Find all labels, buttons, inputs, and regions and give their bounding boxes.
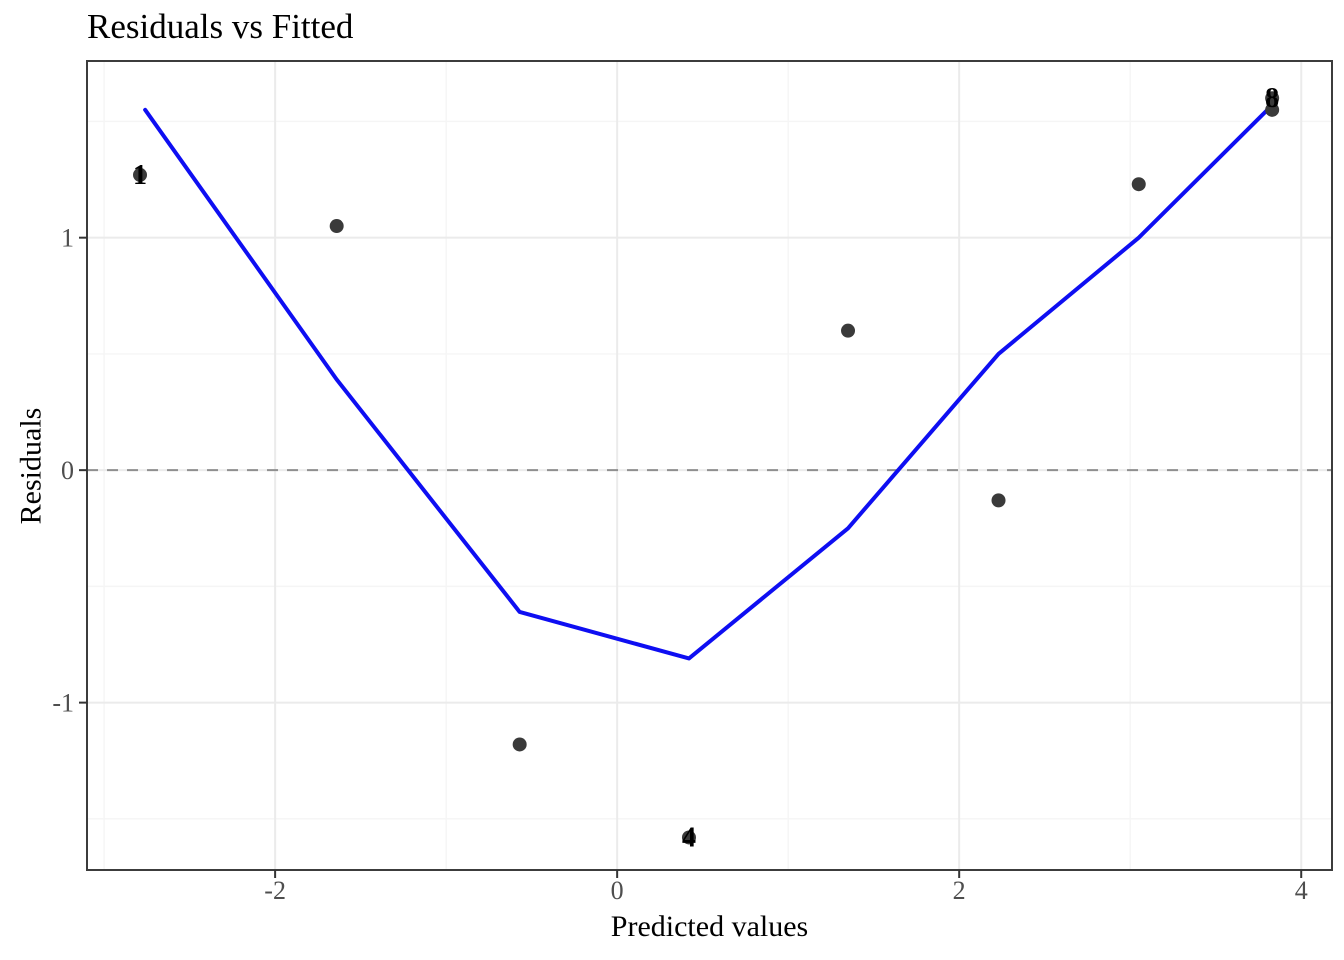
data-point xyxy=(1131,177,1146,192)
y-tick-label: -1 xyxy=(52,689,74,718)
smooth-line xyxy=(143,103,1275,661)
data-point xyxy=(681,830,696,845)
y-tick-label: 0 xyxy=(61,456,74,485)
data-point xyxy=(512,737,527,752)
x-tick-label: 2 xyxy=(953,876,966,905)
point-label: 1 xyxy=(133,160,147,191)
chart-title: Residuals vs Fitted xyxy=(87,7,354,46)
point-label: 4 xyxy=(682,822,696,853)
y-tick-label: 1 xyxy=(61,224,74,253)
data-point xyxy=(841,323,856,338)
x-tick-label: 0 xyxy=(611,876,624,905)
data-point xyxy=(133,167,148,182)
x-tick-label: -2 xyxy=(264,876,286,905)
data-point xyxy=(991,493,1006,508)
panel-border xyxy=(86,60,1333,871)
data-point xyxy=(1265,102,1280,117)
x-tick-label: 4 xyxy=(1295,876,1308,905)
data-point xyxy=(1265,91,1280,106)
data-point xyxy=(329,219,344,234)
point-label: 8 xyxy=(1265,83,1279,114)
x-axis-title: Predicted values xyxy=(610,910,809,943)
